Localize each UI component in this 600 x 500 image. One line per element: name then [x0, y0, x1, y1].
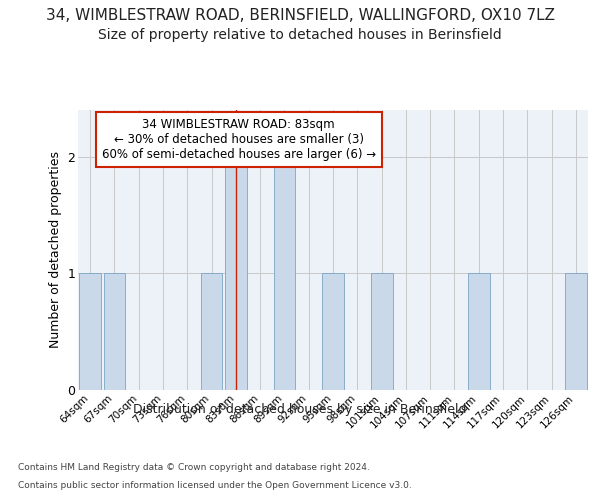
Text: Contains public sector information licensed under the Open Government Licence v3: Contains public sector information licen… — [18, 481, 412, 490]
Bar — [79, 274, 101, 390]
Y-axis label: Number of detached properties: Number of detached properties — [49, 152, 62, 348]
Bar — [371, 274, 392, 390]
Bar — [565, 274, 587, 390]
Text: Size of property relative to detached houses in Berinsfield: Size of property relative to detached ho… — [98, 28, 502, 42]
Text: 34 WIMBLESTRAW ROAD: 83sqm
← 30% of detached houses are smaller (3)
60% of semi-: 34 WIMBLESTRAW ROAD: 83sqm ← 30% of deta… — [101, 118, 376, 162]
Text: Contains HM Land Registry data © Crown copyright and database right 2024.: Contains HM Land Registry data © Crown c… — [18, 464, 370, 472]
Bar — [322, 274, 344, 390]
Bar — [274, 156, 295, 390]
Bar — [200, 274, 223, 390]
Bar — [468, 274, 490, 390]
Text: 34, WIMBLESTRAW ROAD, BERINSFIELD, WALLINGFORD, OX10 7LZ: 34, WIMBLESTRAW ROAD, BERINSFIELD, WALLI… — [46, 8, 554, 22]
Text: Distribution of detached houses by size in Berinsfield: Distribution of detached houses by size … — [133, 402, 467, 415]
Bar — [225, 156, 247, 390]
Bar — [104, 274, 125, 390]
